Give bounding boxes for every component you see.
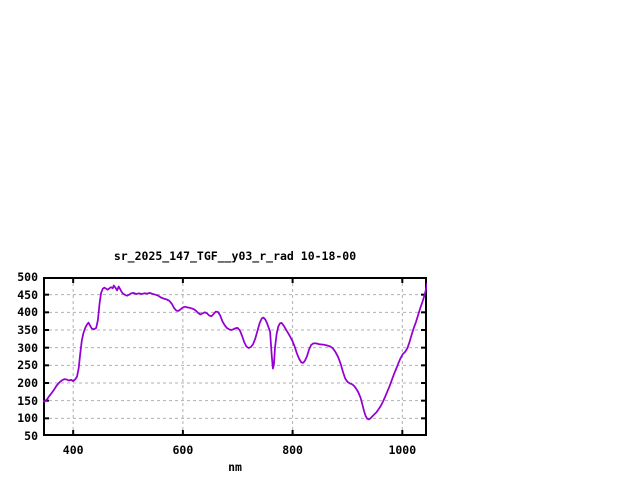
plot-area	[43, 277, 427, 436]
x-tick-label: 1000	[388, 443, 417, 457]
chart-title: sr_2025_147_TGF__y03_r_rad 10-18-00	[113, 249, 357, 263]
x-tick-label: 800	[282, 443, 303, 457]
x-tick-label: 600	[172, 443, 194, 457]
y-tick-label: 50	[24, 429, 38, 443]
plot-frame	[43, 277, 427, 436]
x-tick-label: 400	[62, 443, 84, 457]
y-tick-label: 300	[17, 340, 38, 355]
spectrum-line	[43, 282, 427, 421]
y-tick-label: 450	[17, 287, 38, 302]
y-tick-label: 100	[17, 411, 38, 426]
y-tick-label: 400	[17, 305, 38, 320]
y-tick-label: 500	[17, 270, 38, 284]
y-tick-label: 200	[17, 376, 38, 390]
x-axis-title: nm	[228, 460, 242, 474]
y-tick-label: 150	[17, 393, 38, 408]
y-tick-label: 250	[17, 358, 38, 373]
y-tick-label: 350	[17, 323, 38, 337]
